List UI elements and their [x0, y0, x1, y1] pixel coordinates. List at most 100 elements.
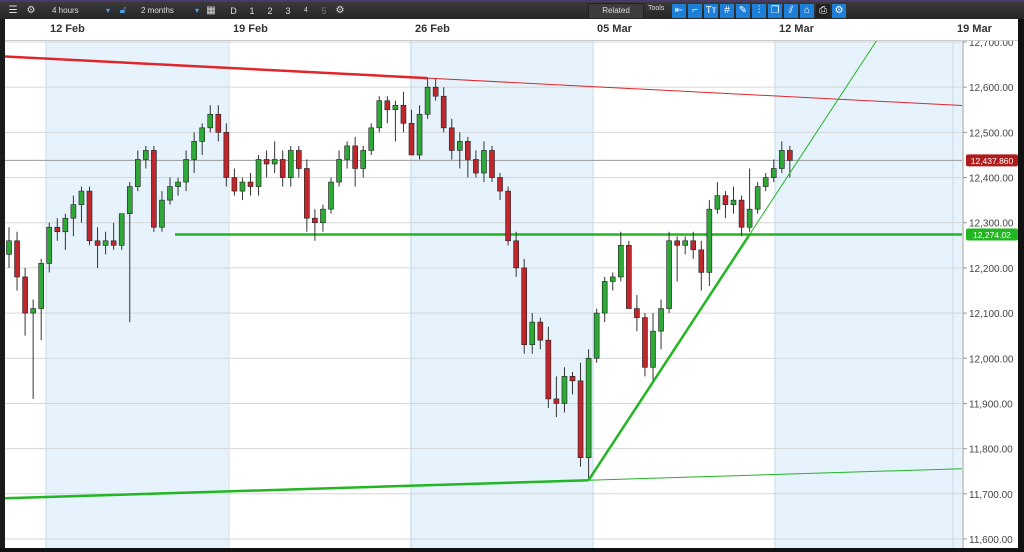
candle-up [183, 159, 189, 183]
candle-down [263, 159, 270, 165]
candle-down [698, 249, 705, 273]
candle-up [601, 281, 608, 314]
period-5[interactable]: 5 [321, 6, 327, 16]
candle-up [38, 263, 45, 309]
candle-down [400, 104, 407, 124]
candle-up [239, 181, 246, 192]
text-icon[interactable]: Tт [704, 4, 718, 18]
candle-up [368, 127, 375, 151]
candle-down [223, 132, 230, 178]
week-shade [410, 41, 593, 548]
interval-select[interactable]: 4 hours ▾ [52, 4, 110, 18]
period-3[interactable]: 3 [285, 6, 291, 16]
candle-icon[interactable]: ⫶ [752, 4, 766, 18]
arrow-left-icon[interactable]: ⇤ [672, 4, 686, 18]
candle-down [787, 150, 793, 161]
axis-tick-label: 12,000.00 [969, 354, 1014, 365]
candle-up [191, 141, 197, 160]
fork-icon[interactable]: ⫽ [784, 4, 798, 18]
candle-up [456, 141, 463, 151]
candle-down [626, 245, 632, 309]
chevron-down-icon: ▾ [105, 6, 110, 15]
candle-down [465, 141, 471, 160]
candle-down [521, 267, 528, 346]
date-label: 19 Feb [233, 23, 268, 35]
candle-down [690, 240, 697, 251]
candle-down [577, 380, 584, 458]
candle-up [70, 204, 77, 219]
current-price-badge: 12,437.860 [971, 156, 1014, 166]
axis-tick-label: 12,200.00 [969, 264, 1014, 275]
settings-link-icon[interactable]: ⚙ [832, 4, 846, 18]
period-1[interactable]: 1 [249, 6, 255, 16]
date-label: 19 Mar [957, 23, 992, 35]
chart-toolbar: ☰ ⚙ 4 hours ▾ 🔓︎ 2 months ▾ ▦ D 1 2 3 4 … [0, 0, 1024, 19]
candle-up [360, 150, 367, 169]
candle-down [408, 123, 415, 156]
price-axis [962, 41, 1018, 548]
tag-icon[interactable]: ⌂ [800, 4, 814, 18]
candle-up [320, 208, 326, 224]
date-axis: 12 Feb 19 Feb 26 Feb 05 Mar 12 Mar 19 Mar [5, 19, 1018, 41]
grid-icon[interactable]: # [720, 4, 734, 18]
week-shade [775, 41, 962, 548]
axis-tick-label: 12,500.00 [969, 128, 1014, 139]
pen-icon[interactable]: ✎ [736, 4, 750, 18]
candle-up [135, 159, 141, 187]
candle-up [199, 127, 205, 142]
candle-down [231, 177, 238, 192]
candle-down [312, 217, 318, 224]
trendline-extension [588, 468, 963, 481]
candle-up [754, 186, 761, 210]
axis-tick-label: 11,600.00 [969, 535, 1013, 546]
copy-icon[interactable]: ❐ [768, 4, 782, 18]
settings-icon[interactable]: ⚙ [335, 5, 345, 16]
curve-icon[interactable]: ⌐ [688, 4, 702, 18]
period-4[interactable]: 4 [304, 7, 308, 14]
candle-down [432, 86, 439, 97]
price-chart[interactable]: 12,700.00 12,600.00 12,500.00 12,400.00 12,3… [5, 19, 1018, 548]
candle-up [424, 86, 431, 115]
period-d[interactable]: D [230, 6, 237, 16]
candle-up [118, 213, 125, 246]
current-price-badge-bg [966, 154, 1018, 167]
candle-down [110, 240, 117, 246]
candle-up [207, 113, 214, 129]
candle-up [78, 190, 85, 205]
axis-tick-label: 12,100.00 [969, 309, 1014, 320]
candle-down [440, 95, 447, 129]
candle-down [384, 100, 391, 111]
range-value: 2 months [141, 6, 174, 15]
candle-up [175, 181, 181, 187]
candle-up [392, 104, 399, 111]
print-icon[interactable]: ⎙ [816, 4, 830, 18]
candle-up [650, 330, 656, 368]
lock-icon[interactable]: 🔓︎ [119, 5, 127, 16]
menu-list-icon[interactable]: ☰ [8, 5, 18, 16]
candle-down [448, 127, 455, 151]
candle-up [30, 308, 36, 314]
related-button[interactable]: Related [588, 3, 644, 19]
candle-up [593, 312, 600, 359]
range-select[interactable]: 2 months ▾ [141, 4, 199, 18]
bottom-border [0, 548, 1024, 552]
period-2[interactable]: 2 [267, 6, 273, 16]
candle-down [642, 317, 648, 368]
candle-up [682, 240, 689, 246]
calendar-icon[interactable]: ▦ [206, 5, 216, 16]
candle-up [336, 159, 342, 183]
candle-down [473, 159, 479, 174]
candle-down [537, 321, 544, 341]
candle-down [505, 190, 511, 242]
trendline-green [5, 478, 589, 500]
candle-up [561, 376, 568, 404]
candle-down [497, 177, 503, 192]
candle-up [481, 150, 487, 174]
interval-value: 4 hours [52, 6, 79, 15]
candle-up [159, 199, 165, 228]
candle-down [553, 398, 560, 404]
candle-down [151, 150, 157, 228]
candle-up [658, 308, 664, 332]
gear-icon[interactable]: ⚙ [26, 5, 36, 16]
axis-tick-label: 11,700.00 [969, 490, 1013, 501]
